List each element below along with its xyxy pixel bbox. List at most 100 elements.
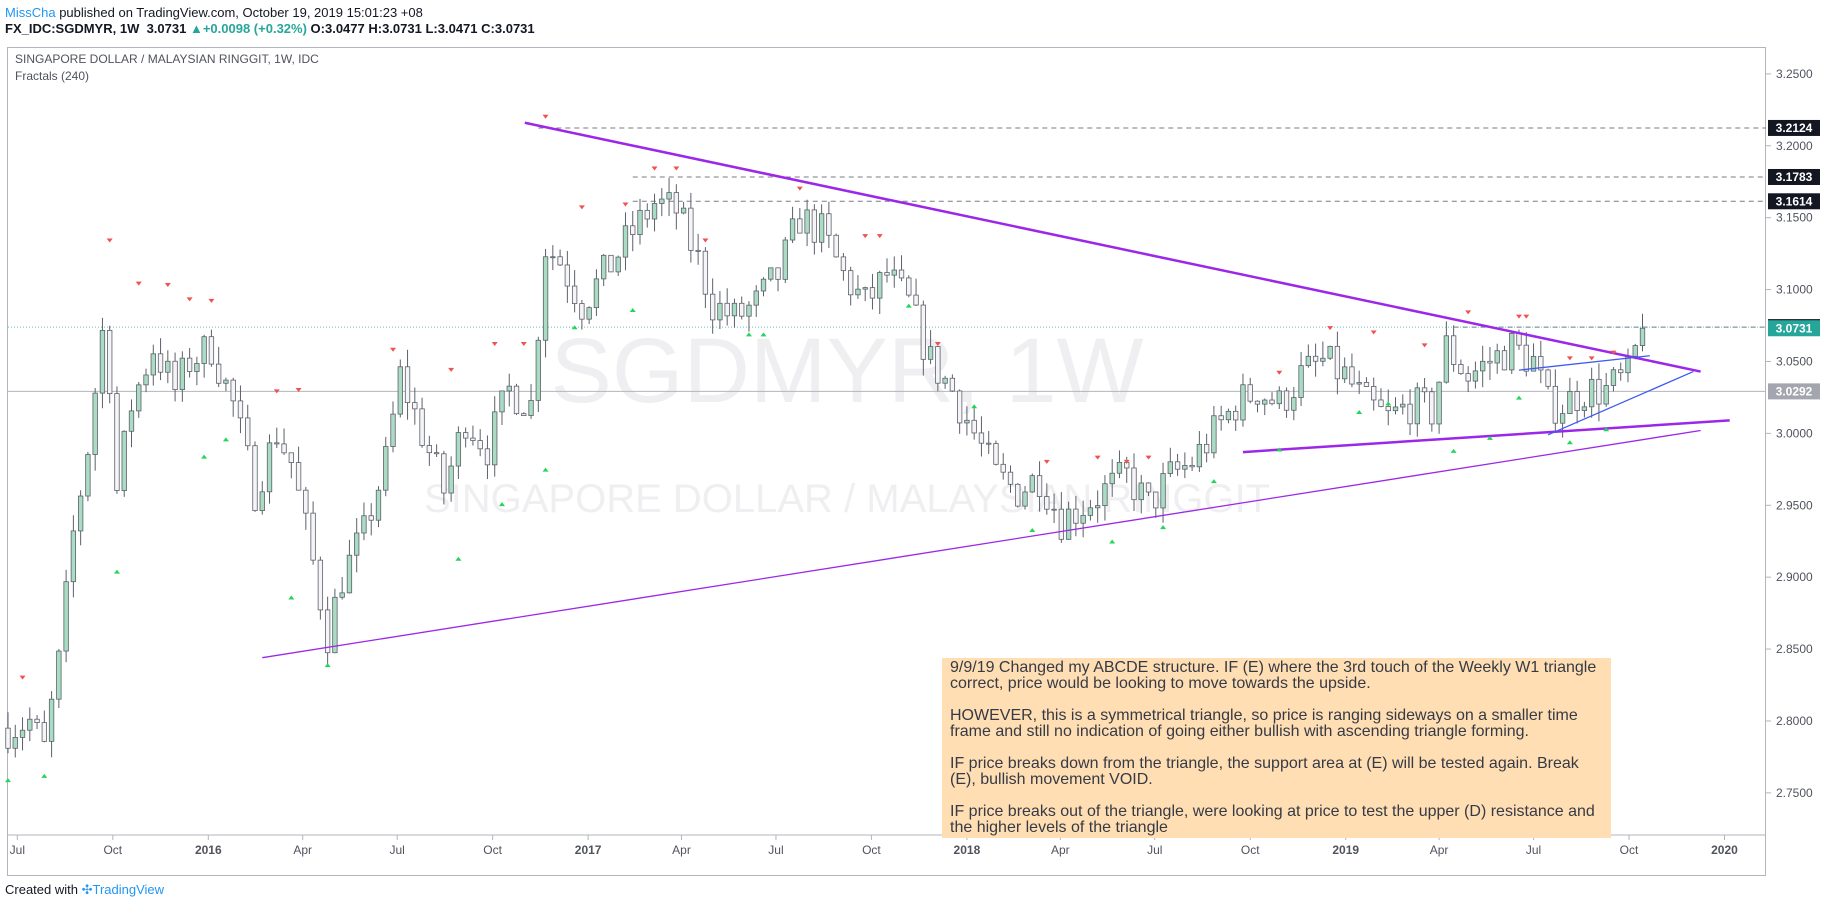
ohlc-close: C:3.0731 xyxy=(481,21,535,36)
price-label-bg xyxy=(1768,383,1820,400)
author-name[interactable]: MissCha xyxy=(5,5,56,20)
fractal-up-marker xyxy=(1566,440,1573,445)
candle-body xyxy=(644,209,650,220)
fractal-up-marker xyxy=(629,307,636,312)
candle-body xyxy=(571,285,578,304)
candle-body xyxy=(12,737,18,749)
price-label-bg xyxy=(1768,168,1820,185)
fractal-up-marker xyxy=(542,467,549,472)
fractal-down-marker xyxy=(862,234,869,239)
fractal-down-marker xyxy=(1566,356,1573,361)
candle-body xyxy=(484,448,491,466)
annotation-note[interactable]: 9/9/19 Changed my ABCDE structure. IF (E… xyxy=(942,658,1611,838)
candle-body xyxy=(383,446,389,491)
candle-body xyxy=(826,213,832,236)
price-label: 3.0731 xyxy=(1776,321,1813,335)
footer-brand[interactable]: TradingView xyxy=(92,882,165,897)
candle-body xyxy=(274,442,280,445)
candle-body xyxy=(99,330,106,394)
candle-body xyxy=(1421,387,1428,393)
candle-body xyxy=(550,256,556,259)
candle-body xyxy=(1138,482,1144,501)
candle-body xyxy=(1233,410,1239,421)
candle-body xyxy=(223,379,229,384)
candle-body xyxy=(27,718,33,731)
candle-body xyxy=(1574,391,1580,411)
trendline-small-lower xyxy=(1547,370,1694,436)
candle-body xyxy=(477,440,483,450)
fractal-up-marker xyxy=(288,595,295,600)
fractal-up-marker xyxy=(571,325,578,330)
candle-body xyxy=(1015,483,1021,507)
candle-body xyxy=(1610,369,1617,386)
candle-body xyxy=(1450,335,1457,365)
trendline-lower xyxy=(262,429,1701,659)
candle-body xyxy=(927,346,934,360)
indicator-label[interactable]: Fractals (240) xyxy=(15,69,90,83)
candle-body xyxy=(368,515,374,521)
fractal-down-marker xyxy=(1523,314,1530,319)
fractal-up-marker xyxy=(222,437,229,442)
fractal-down-marker xyxy=(578,205,585,210)
candle-body xyxy=(1196,443,1203,468)
candle-body xyxy=(433,452,440,455)
candle-body xyxy=(412,402,418,410)
candle-body xyxy=(1044,496,1050,510)
fractal-down-marker xyxy=(1327,326,1334,331)
fractal-up-marker xyxy=(971,404,978,409)
candle-body xyxy=(463,432,469,439)
candle-body xyxy=(1327,345,1333,359)
candle-body xyxy=(19,729,26,738)
fractal-down-marker xyxy=(273,389,280,394)
candle-body xyxy=(557,256,563,266)
candle-body xyxy=(1371,386,1377,401)
y-tick-label: 3.0000 xyxy=(1776,426,1813,440)
fractal-down-marker xyxy=(448,367,455,372)
candle-body xyxy=(150,353,156,376)
candle-body xyxy=(942,377,948,384)
x-tick-label: Jul xyxy=(1526,843,1541,857)
candle-body xyxy=(128,410,135,432)
candle-body xyxy=(179,357,185,390)
candle-body xyxy=(70,530,77,583)
fractal-up-marker xyxy=(1486,435,1493,440)
candle-body xyxy=(332,596,338,654)
fractal-down-marker xyxy=(1123,459,1130,464)
tradingview-logo-icon[interactable]: ✣ xyxy=(81,882,93,897)
candle-body xyxy=(34,718,40,723)
candle-body xyxy=(666,192,672,200)
candle-body xyxy=(1494,350,1500,364)
candle-body xyxy=(1407,403,1413,425)
candle-body xyxy=(252,445,258,511)
candle-body xyxy=(230,379,236,402)
candle-body xyxy=(1036,475,1043,497)
candle-body xyxy=(768,267,774,280)
candle-body xyxy=(688,207,694,251)
candle-body xyxy=(622,225,629,258)
footer-created-with: Created with xyxy=(5,882,78,897)
candle-body xyxy=(949,377,956,392)
candle-body xyxy=(1269,399,1275,405)
candle-body xyxy=(1218,415,1224,421)
candle-body xyxy=(41,722,47,742)
note-paragraph: IF price breaks out of the triangle, wer… xyxy=(950,803,1595,836)
candle-body xyxy=(862,287,868,290)
candle-body xyxy=(1211,415,1217,454)
candle-body xyxy=(1312,355,1319,362)
fractal-up-marker xyxy=(41,773,48,778)
fractal-down-marker xyxy=(106,238,113,243)
y-tick-label: 3.0500 xyxy=(1776,354,1813,368)
candle-body xyxy=(245,417,251,447)
candles xyxy=(5,178,1646,758)
candle-body xyxy=(1552,385,1558,424)
ohlc-open: O:3.0477 xyxy=(310,21,365,36)
x-tick-label: Jul xyxy=(10,843,25,857)
fractal-up-marker xyxy=(5,778,11,783)
watermark-symbol: SGDMYR, 1W xyxy=(551,320,1144,422)
price-label-bg xyxy=(1768,119,1820,136)
publish-info: MissCha published on TradingView.com, Oc… xyxy=(5,5,423,20)
candle-body xyxy=(731,302,738,317)
fractal-down-marker xyxy=(164,283,171,288)
candle-body xyxy=(492,411,498,466)
